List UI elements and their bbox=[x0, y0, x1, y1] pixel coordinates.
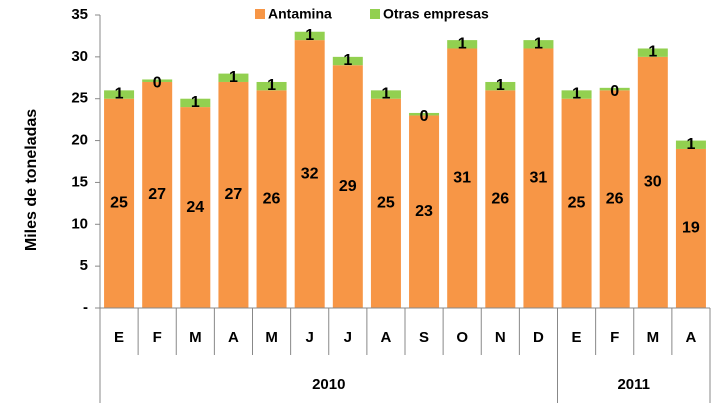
bar-segment bbox=[561, 90, 592, 99]
x-tick-label: S bbox=[419, 329, 429, 346]
data-label: 31 bbox=[453, 169, 471, 186]
bar-segment bbox=[142, 81, 173, 308]
bar-segment bbox=[142, 79, 173, 82]
data-label: 1 bbox=[648, 44, 657, 61]
bar-segment bbox=[104, 98, 135, 308]
bar-segment bbox=[409, 112, 440, 116]
data-label: 25 bbox=[377, 195, 395, 212]
y-tick-label: 10 bbox=[71, 215, 88, 232]
data-label: 1 bbox=[115, 86, 124, 103]
data-label: 1 bbox=[267, 77, 276, 94]
x-tick-label: J bbox=[344, 329, 352, 346]
bar-segment bbox=[447, 40, 478, 49]
data-label: 29 bbox=[339, 178, 357, 195]
x-tick-label: M bbox=[647, 329, 660, 346]
data-label: 1 bbox=[572, 86, 581, 103]
x-tick-label: E bbox=[114, 329, 124, 346]
y-tick-label: 35 bbox=[71, 6, 88, 23]
bar-segment bbox=[637, 48, 668, 57]
data-label: 32 bbox=[301, 165, 319, 182]
data-label: 19 bbox=[682, 220, 700, 237]
data-label: 1 bbox=[686, 136, 695, 153]
x-tick-label: A bbox=[686, 329, 697, 346]
legend-label: Antamina bbox=[268, 6, 332, 22]
data-label: 1 bbox=[534, 35, 543, 52]
data-label: 0 bbox=[420, 108, 429, 125]
data-label: 1 bbox=[381, 86, 390, 103]
x-tick-label: O bbox=[456, 329, 468, 346]
bar-segment bbox=[218, 73, 249, 82]
data-label: 27 bbox=[148, 186, 166, 203]
bar-segment bbox=[370, 98, 401, 308]
y-tick-label: 5 bbox=[80, 257, 88, 274]
data-label: 1 bbox=[305, 27, 314, 44]
data-label: 1 bbox=[458, 35, 467, 52]
data-label: 1 bbox=[191, 94, 200, 111]
data-label: 25 bbox=[110, 195, 128, 212]
bar-segment bbox=[104, 90, 135, 99]
bar-segment bbox=[256, 90, 287, 308]
x-tick-label: E bbox=[572, 329, 582, 346]
legend-swatch bbox=[255, 9, 265, 19]
bar-segment bbox=[370, 90, 401, 99]
bar-segment bbox=[561, 98, 592, 308]
bar-segment bbox=[332, 65, 363, 308]
bar-segment bbox=[409, 115, 440, 308]
bar-segment bbox=[294, 40, 325, 308]
y-tick-label: - bbox=[83, 299, 88, 316]
bar-segment bbox=[675, 140, 706, 149]
x-tick-label: D bbox=[533, 329, 544, 346]
data-label: 25 bbox=[568, 195, 586, 212]
data-label: 31 bbox=[530, 169, 548, 186]
x-tick-label: F bbox=[610, 329, 619, 346]
x-tick-label: J bbox=[306, 329, 314, 346]
y-tick-label: 30 bbox=[71, 48, 88, 65]
data-label: 26 bbox=[263, 190, 281, 207]
x-group-label: 2011 bbox=[617, 376, 650, 393]
x-tick-label: A bbox=[228, 329, 239, 346]
bar-segment bbox=[485, 81, 516, 91]
data-label: 26 bbox=[491, 190, 509, 207]
data-label: 1 bbox=[496, 77, 505, 94]
y-tick-label: 25 bbox=[71, 90, 88, 107]
bar-segment bbox=[180, 107, 211, 308]
bar-segment bbox=[485, 90, 516, 308]
bar-segment bbox=[447, 48, 478, 308]
legend-swatch bbox=[370, 9, 380, 19]
x-tick-label: A bbox=[381, 329, 392, 346]
data-label: 23 bbox=[415, 203, 433, 220]
x-tick-label: M bbox=[189, 329, 202, 346]
x-group-label: 2010 bbox=[312, 376, 345, 393]
y-axis-label: Miles de toneladas bbox=[23, 109, 40, 251]
data-label: 26 bbox=[606, 190, 624, 207]
data-label: 30 bbox=[644, 174, 662, 191]
x-tick-label: F bbox=[153, 329, 162, 346]
bar-segment bbox=[675, 148, 706, 308]
x-tick-label: M bbox=[265, 329, 278, 346]
bar-segment bbox=[332, 56, 363, 66]
y-tick-label: 20 bbox=[71, 132, 88, 149]
bar-segment bbox=[523, 48, 554, 308]
data-label: 1 bbox=[343, 52, 352, 69]
data-label: 0 bbox=[153, 75, 162, 92]
data-label: 0 bbox=[610, 83, 619, 100]
y-tick-label: 15 bbox=[71, 173, 88, 190]
data-label: 27 bbox=[225, 186, 243, 203]
bar-segment bbox=[523, 40, 554, 49]
data-label: 1 bbox=[229, 69, 238, 86]
bar-segment bbox=[599, 90, 630, 308]
bar-segment bbox=[294, 31, 325, 41]
legend-label: Otras empresas bbox=[383, 6, 489, 22]
x-tick-label: N bbox=[495, 329, 506, 346]
bar-segment bbox=[218, 81, 249, 308]
bar-segment bbox=[599, 87, 630, 91]
bar-segment bbox=[256, 81, 287, 91]
bar-segment bbox=[637, 56, 668, 308]
data-label: 24 bbox=[186, 199, 204, 216]
bar-segment bbox=[180, 98, 211, 108]
